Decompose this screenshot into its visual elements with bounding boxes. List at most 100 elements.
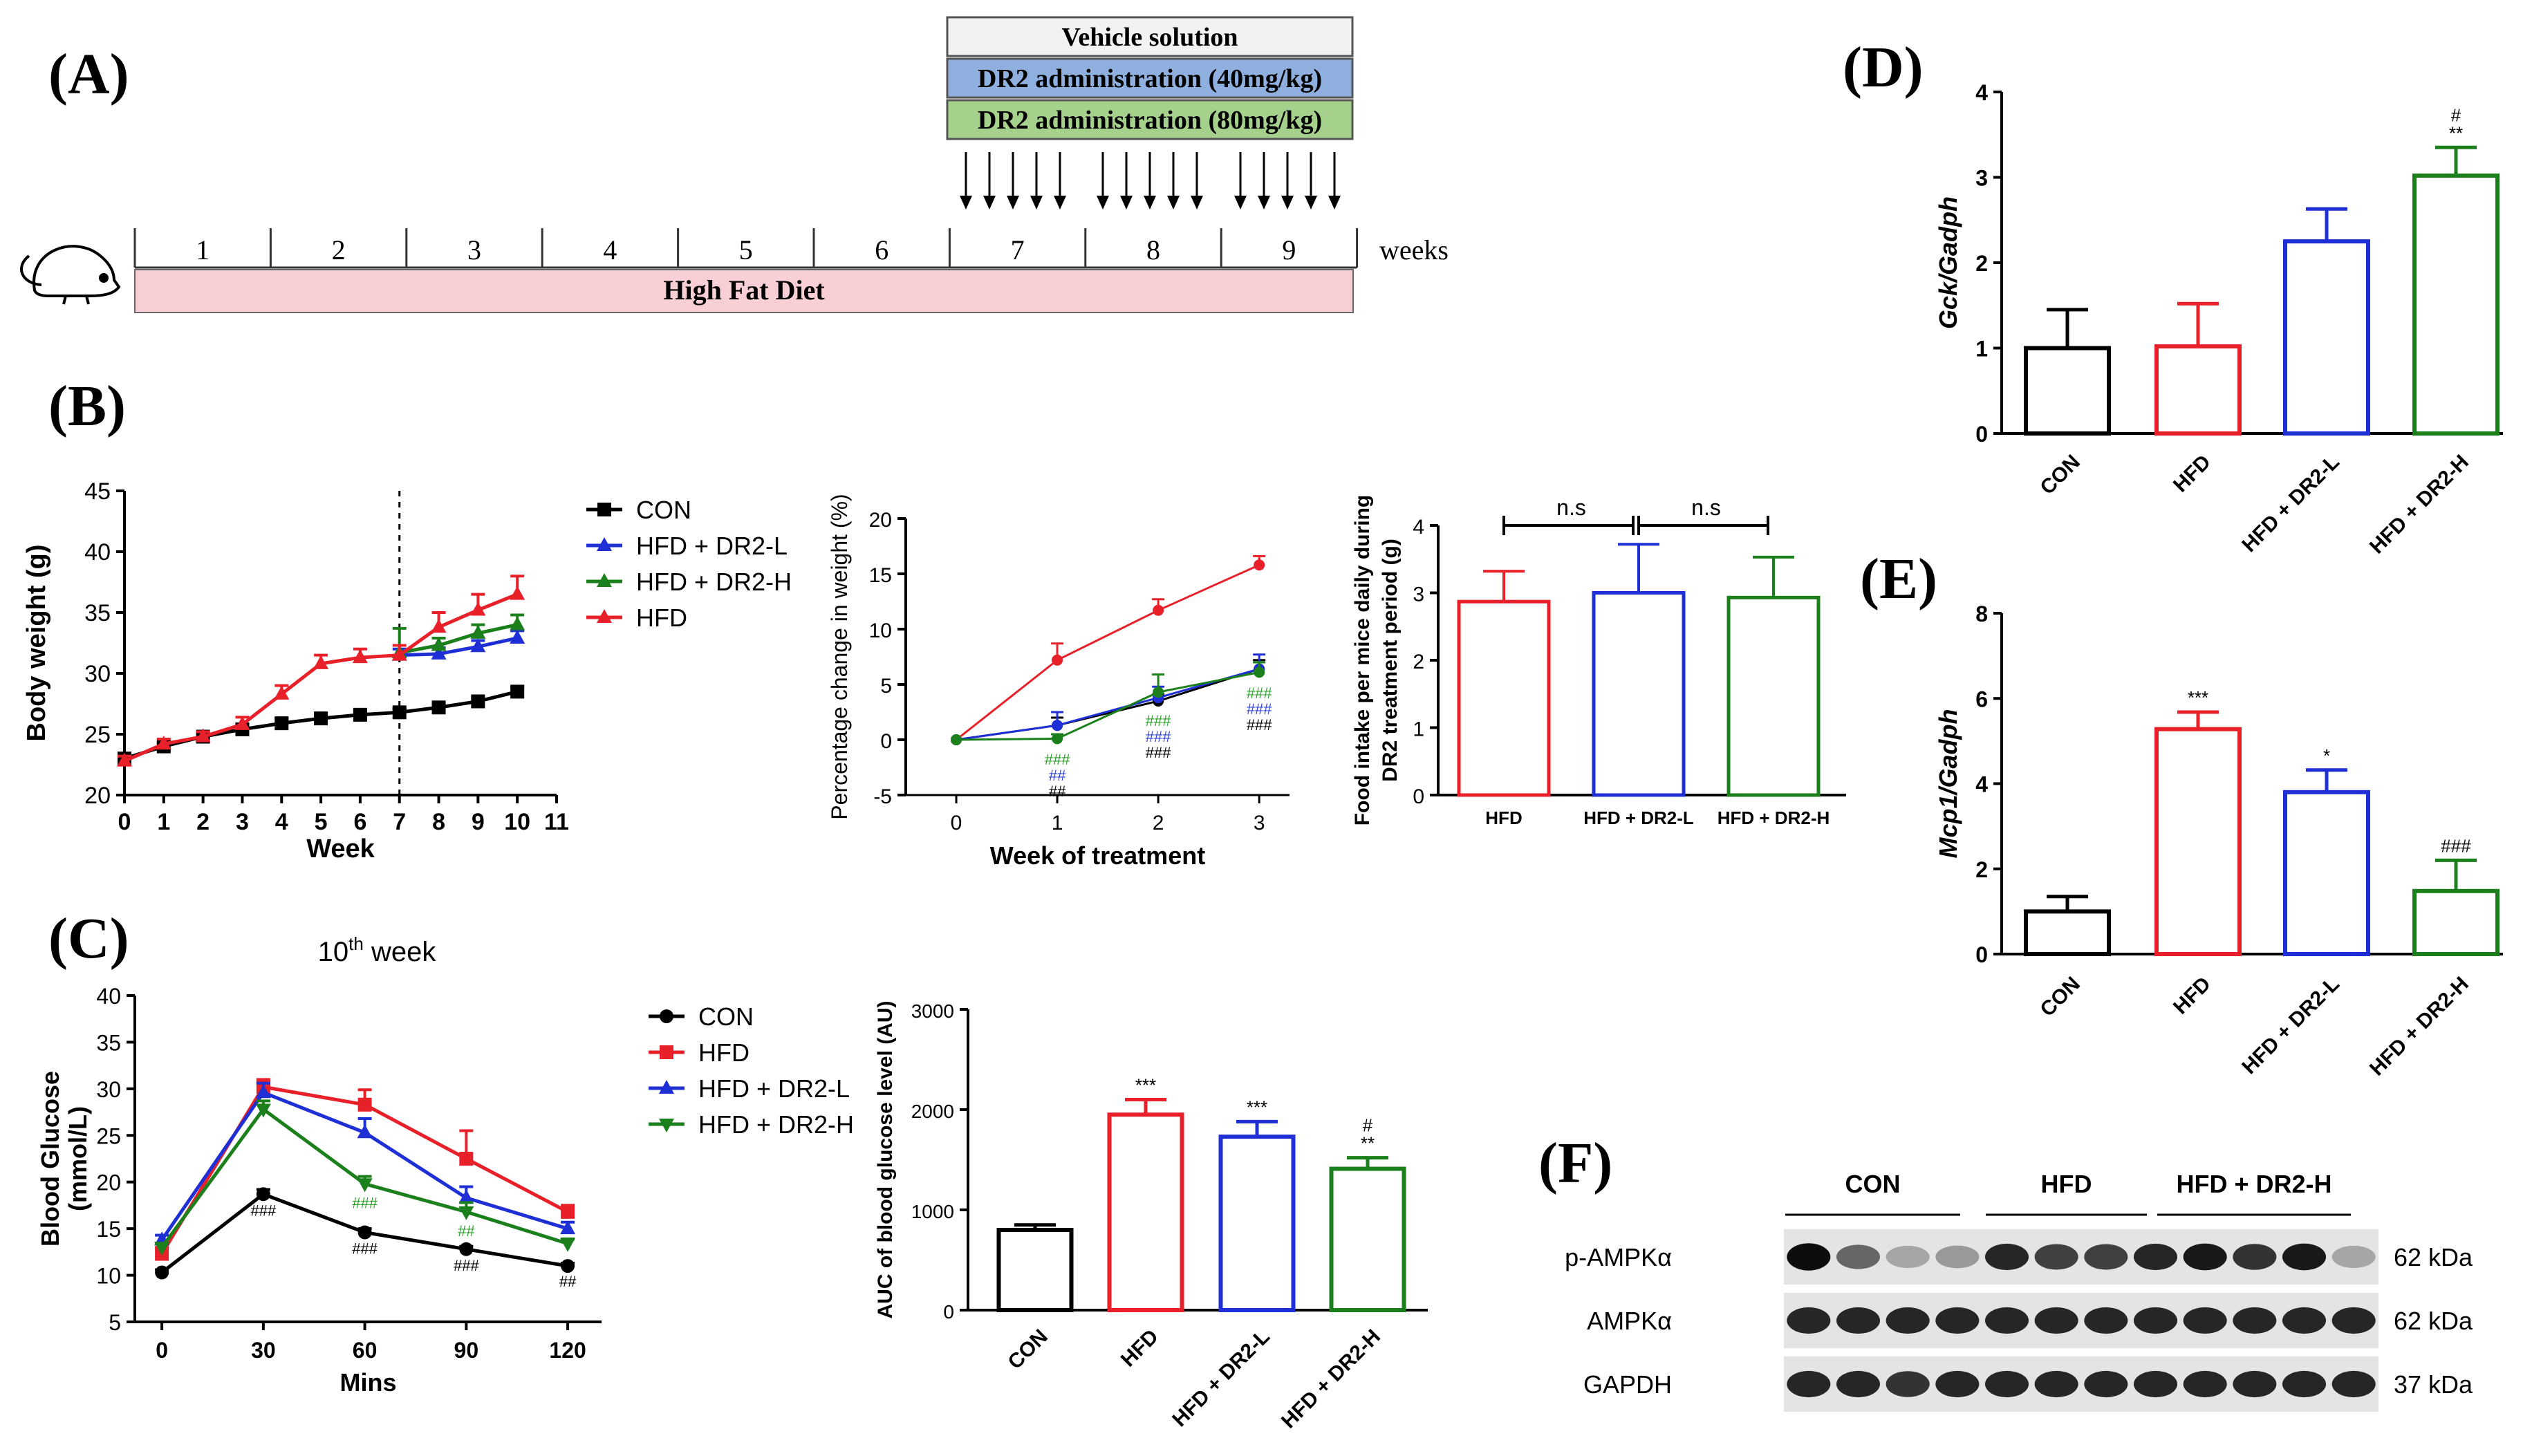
data-point	[353, 707, 367, 722]
blot-band	[2034, 1370, 2078, 1398]
blot-band	[2282, 1243, 2327, 1271]
data-point	[470, 624, 486, 639]
data-point	[313, 655, 329, 669]
blot-band	[1886, 1307, 1930, 1334]
arrow-head	[983, 196, 996, 209]
x-tick-label: HFD + DR2-H	[1718, 808, 1830, 828]
x-tick-label: HFD	[1117, 1325, 1163, 1372]
dr2-80-bar	[946, 99, 1354, 140]
data-point	[561, 1259, 575, 1273]
significance-mark: ##	[1049, 783, 1066, 800]
y-axis-title: Blood Glucose	[36, 1071, 64, 1247]
series-line	[956, 563, 1260, 741]
glucose-title-sup: th	[348, 933, 364, 954]
data-point	[156, 736, 171, 750]
x-tick-label: 6	[353, 809, 366, 835]
y-tick-label: 40	[84, 539, 111, 566]
y-tick-label: 15	[96, 1217, 121, 1242]
series-line	[124, 592, 519, 763]
significance-mark: ###	[2441, 835, 2471, 856]
data-point	[155, 1265, 169, 1280]
data-point	[431, 619, 447, 633]
mouse-icon	[20, 245, 121, 305]
legend-label: HFD + DR2-L	[698, 1074, 850, 1103]
down-arrow-icon	[1054, 152, 1066, 209]
significance-mark: ***	[2188, 687, 2208, 708]
mcp1-chart: 0 2 4 6 8 Mcp1/Gadph CON *** HFD * HFD + DR2-L ### H…	[1934, 601, 2503, 1081]
data-point	[314, 711, 328, 726]
y-tick-label: 2	[1975, 857, 1988, 882]
glucose-title-tail: week	[364, 937, 436, 967]
timeline-diagram: Vehicle solution DR2 administration (40m…	[20, 16, 1449, 313]
glucose-chart-title: 10th week	[318, 933, 437, 967]
series-line	[956, 671, 1260, 741]
data-point	[352, 649, 368, 664]
bar	[1218, 1135, 1296, 1313]
bar	[996, 1228, 1074, 1312]
blot-band	[2133, 1307, 2178, 1334]
x-tick-label: 90	[454, 1338, 479, 1363]
arrow-head	[1054, 196, 1066, 209]
arrow-head	[1191, 196, 1203, 209]
blot-band	[2331, 1307, 2376, 1334]
series-line	[399, 623, 518, 655]
y-tick-label: 10	[96, 1264, 121, 1289]
x-tick-label: 9	[472, 809, 485, 835]
legend-label: CON	[636, 496, 691, 524]
data-point	[255, 1103, 271, 1118]
week-number: 8	[1146, 234, 1160, 265]
arrow-head	[1030, 196, 1043, 209]
week-axis: 1 2 3 4 5 6 7 8 9	[133, 228, 1359, 269]
gck-chart: 0 1 2 3 4 Gck/Gadph CON HFD HFD + DR2-L #** HFD + …	[1934, 80, 2503, 559]
x-tick-label: 30	[251, 1338, 276, 1363]
legend-marker	[597, 537, 612, 551]
significance-mark: ###	[1247, 716, 1272, 734]
blot-row-label: GAPDH	[1583, 1370, 1672, 1399]
legend-marker	[660, 1045, 673, 1059]
y-axis-title: Gck/Gadph	[1934, 196, 1962, 329]
glucose-legend: CON HFD HFD + DR2-L HFD + DR2-H	[649, 1002, 854, 1139]
significance-mark: *	[2323, 745, 2330, 766]
data-point	[1254, 666, 1265, 678]
data-point	[274, 716, 289, 731]
blot-band	[2331, 1245, 2376, 1269]
significance-mark: ##	[1049, 767, 1066, 784]
blot-band	[2233, 1307, 2277, 1334]
y-tick-label: 30	[96, 1077, 121, 1102]
y-axis-title: DR2 treatment period (g)	[1379, 539, 1402, 782]
x-tick-label: 2	[1153, 812, 1164, 834]
western-blot: CON HFD HFD + DR2-H p-AMPKα 62 kDa AMPKα 62 kD…	[1565, 1170, 2473, 1412]
bar	[2283, 790, 2370, 956]
y-tick-label: 3	[1413, 584, 1424, 606]
blot-band	[2084, 1244, 2128, 1270]
blot-band	[1886, 1371, 1930, 1397]
y-tick-label: 1	[1975, 337, 1988, 362]
y-tick-label: 3000	[911, 1000, 954, 1022]
data-point	[1254, 559, 1265, 571]
down-arrow-icon	[1281, 152, 1294, 209]
legend-marker	[660, 1009, 673, 1023]
bar	[2024, 346, 2111, 436]
y-tick-label: 20	[869, 509, 892, 532]
bar	[1592, 591, 1686, 797]
x-tick-label: 5	[315, 809, 328, 835]
blot-band	[1886, 1245, 1930, 1269]
x-tick-label: 4	[275, 809, 288, 835]
panel-label-c: (C)	[48, 906, 129, 971]
down-arrow-icon	[960, 152, 972, 209]
data-point	[234, 716, 250, 730]
x-tick-label: 7	[393, 809, 406, 835]
y-tick-label: 20	[96, 1170, 121, 1195]
panel-label-d: (D)	[1843, 35, 1924, 100]
auc-chart: 0 1000 2000 3000 AUC of blood glucose level …	[874, 1000, 1428, 1433]
x-tick-label: CON	[2036, 451, 2084, 499]
panel-label-b: (B)	[48, 374, 126, 438]
arrow-head	[1328, 196, 1341, 209]
x-axis-title: Mins	[339, 1368, 396, 1397]
blot-band	[2183, 1370, 2227, 1398]
y-tick-label: 0	[1413, 785, 1424, 808]
x-tick-label: HFD + DR2-H	[1277, 1325, 1385, 1433]
significance-mark: ###	[1247, 684, 1272, 702]
